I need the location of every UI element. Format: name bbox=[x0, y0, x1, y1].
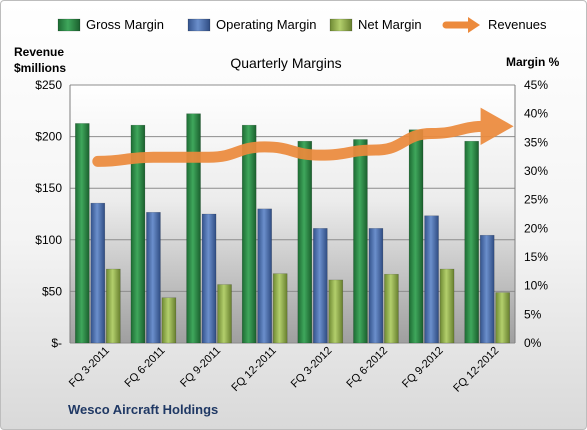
right-axis: 0% 5% 10% 15% 20% 25% 30% 35% 40% 45% bbox=[524, 78, 548, 350]
revenue-line bbox=[92, 107, 514, 167]
bar-net-margin bbox=[161, 297, 177, 344]
bar-gross-margin bbox=[408, 129, 424, 344]
legend-swatch bbox=[329, 18, 353, 32]
bar-series bbox=[75, 113, 510, 344]
bar-operating-margin bbox=[479, 234, 495, 344]
x-tick-label: FQ 6-2011 bbox=[122, 345, 167, 390]
bar-operating-margin bbox=[90, 202, 106, 344]
left-tick-label: $150 bbox=[35, 181, 62, 195]
bar-net-margin bbox=[106, 268, 121, 344]
x-tick-label: FQ 9-2012 bbox=[400, 345, 446, 391]
x-tick-label: FQ 9-2011 bbox=[178, 345, 223, 390]
bar-gross-margin bbox=[75, 123, 90, 344]
bar-net-margin bbox=[328, 279, 344, 344]
right-tick-label: 30% bbox=[524, 164, 548, 178]
revenue-line-path bbox=[92, 107, 514, 167]
right-tick-label: 45% bbox=[524, 78, 548, 92]
bar-gross-margin bbox=[241, 124, 257, 344]
right-tick-label: 0% bbox=[524, 336, 542, 350]
bar-net-margin bbox=[217, 284, 232, 344]
legend-label: Revenues bbox=[488, 17, 547, 32]
x-tick-label: FQ 12-2011 bbox=[229, 345, 278, 394]
bar-net-margin bbox=[495, 292, 510, 344]
bar-operating-margin bbox=[146, 212, 161, 344]
left-tick-label: $250 bbox=[35, 78, 62, 92]
chart-title: Quarterly Margins bbox=[230, 55, 341, 71]
bar-net-margin bbox=[439, 268, 455, 344]
legend-label: Gross Margin bbox=[86, 17, 164, 32]
left-tick-label: $- bbox=[51, 336, 62, 350]
left-axis-title-line1: Revenue bbox=[14, 45, 64, 59]
right-tick-label: 5% bbox=[524, 307, 542, 321]
bar-gross-margin bbox=[186, 113, 201, 344]
bar-net-margin bbox=[272, 273, 288, 344]
right-tick-label: 25% bbox=[524, 193, 548, 207]
right-tick-label: 20% bbox=[524, 221, 548, 235]
footer-label: Wesco Aircraft Holdings bbox=[68, 402, 218, 417]
x-tick-label: FQ 6-2012 bbox=[344, 345, 390, 391]
left-tick-label: $100 bbox=[35, 233, 62, 247]
bar-net-margin bbox=[384, 273, 399, 344]
bar-operating-margin bbox=[257, 208, 272, 344]
x-tick-label: FQ 3-2012 bbox=[289, 345, 335, 391]
bar-operating-margin bbox=[313, 228, 328, 344]
bar-operating-margin bbox=[424, 215, 439, 344]
right-tick-label: 35% bbox=[524, 135, 548, 149]
bar-gross-margin bbox=[297, 140, 313, 344]
bar-gross-margin bbox=[130, 124, 146, 344]
x-axis: FQ 3-2011 FQ 6-2011 FQ 9-2011 FQ 12-2011 FQ … bbox=[67, 345, 501, 395]
right-tick-label: 15% bbox=[524, 250, 548, 264]
left-tick-label: $50 bbox=[42, 284, 62, 298]
legend-label: Operating Margin bbox=[216, 17, 316, 32]
left-axis-title-line2: $millions bbox=[14, 61, 66, 75]
bar-gross-margin bbox=[464, 140, 479, 344]
bar-operating-margin bbox=[368, 228, 384, 344]
legend-arrow-icon bbox=[468, 17, 480, 33]
bar-operating-margin bbox=[201, 213, 217, 344]
x-tick-label: FQ 3-2011 bbox=[67, 345, 112, 390]
left-tick-label: $200 bbox=[35, 130, 62, 144]
legend-label: Net Margin bbox=[358, 17, 422, 32]
legend: Gross Margin Operating Margin Net Margin Re… bbox=[57, 17, 547, 33]
right-tick-label: 40% bbox=[524, 107, 548, 121]
legend-swatch bbox=[57, 18, 81, 32]
left-axis: $- $50 $100 $150 $200 $250 bbox=[35, 78, 62, 350]
legend-swatch bbox=[187, 18, 211, 32]
right-tick-label: 10% bbox=[524, 279, 548, 293]
x-tick-label: FQ 12-2012 bbox=[451, 345, 501, 395]
bar-gross-margin bbox=[353, 139, 368, 344]
right-axis-title: Margin % bbox=[506, 55, 560, 69]
